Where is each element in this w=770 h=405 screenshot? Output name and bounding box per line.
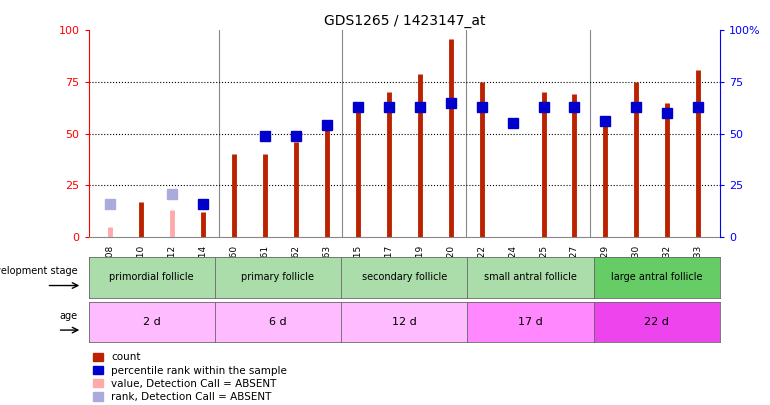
- Text: 17 d: 17 d: [518, 317, 543, 327]
- Text: 6 d: 6 d: [270, 317, 286, 327]
- Title: GDS1265 / 1423147_at: GDS1265 / 1423147_at: [323, 14, 485, 28]
- Text: primordial follicle: primordial follicle: [109, 273, 194, 282]
- Text: 2 d: 2 d: [142, 317, 161, 327]
- Text: small antral follicle: small antral follicle: [484, 273, 577, 282]
- Text: large antral follicle: large antral follicle: [611, 273, 702, 282]
- Text: 22 d: 22 d: [644, 317, 669, 327]
- Text: secondary follicle: secondary follicle: [362, 273, 447, 282]
- Text: development stage: development stage: [0, 266, 78, 276]
- Text: 12 d: 12 d: [392, 317, 417, 327]
- Legend: count, percentile rank within the sample, value, Detection Call = ABSENT, rank, : count, percentile rank within the sample…: [89, 348, 292, 405]
- Text: age: age: [60, 311, 78, 321]
- Text: primary follicle: primary follicle: [242, 273, 314, 282]
